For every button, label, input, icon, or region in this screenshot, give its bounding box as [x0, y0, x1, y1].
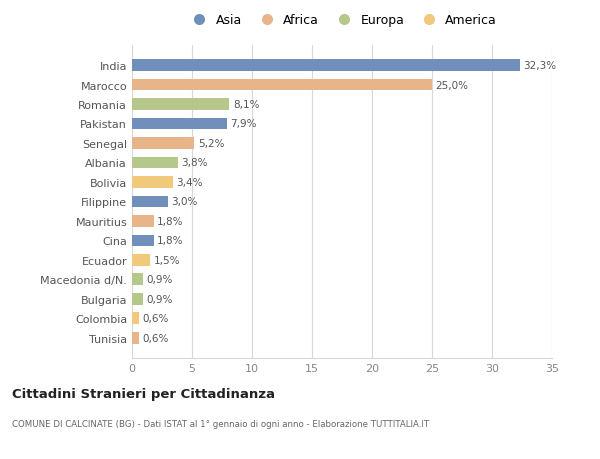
Bar	[132, 235, 154, 246]
Bar	[132, 293, 143, 305]
Bar	[132, 274, 143, 285]
Text: 3,0%: 3,0%	[172, 197, 198, 207]
Bar	[132, 99, 229, 111]
Text: 1,8%: 1,8%	[157, 216, 184, 226]
Text: 3,8%: 3,8%	[181, 158, 208, 168]
Text: 32,3%: 32,3%	[523, 61, 556, 71]
Text: 5,2%: 5,2%	[198, 139, 224, 149]
Text: 1,5%: 1,5%	[154, 255, 180, 265]
Text: 8,1%: 8,1%	[233, 100, 259, 110]
Bar	[132, 254, 150, 266]
Text: 0,6%: 0,6%	[143, 333, 169, 343]
Bar	[132, 332, 139, 344]
Bar	[132, 60, 520, 72]
Text: 3,4%: 3,4%	[176, 178, 203, 188]
Bar	[132, 196, 168, 208]
Legend: Asia, Africa, Europa, America: Asia, Africa, Europa, America	[184, 11, 500, 29]
Bar	[132, 118, 227, 130]
Bar	[132, 79, 432, 91]
Bar	[132, 313, 139, 325]
Text: 25,0%: 25,0%	[436, 80, 469, 90]
Text: 7,9%: 7,9%	[230, 119, 257, 129]
Text: 1,8%: 1,8%	[157, 236, 184, 246]
Bar	[132, 177, 173, 188]
Text: 0,9%: 0,9%	[146, 274, 173, 285]
Text: 0,9%: 0,9%	[146, 294, 173, 304]
Bar	[132, 216, 154, 227]
Bar	[132, 157, 178, 169]
Bar	[132, 138, 194, 150]
Text: COMUNE DI CALCINATE (BG) - Dati ISTAT al 1° gennaio di ogni anno - Elaborazione : COMUNE DI CALCINATE (BG) - Dati ISTAT al…	[12, 419, 429, 428]
Text: Cittadini Stranieri per Cittadinanza: Cittadini Stranieri per Cittadinanza	[12, 387, 275, 400]
Text: 0,6%: 0,6%	[143, 313, 169, 324]
